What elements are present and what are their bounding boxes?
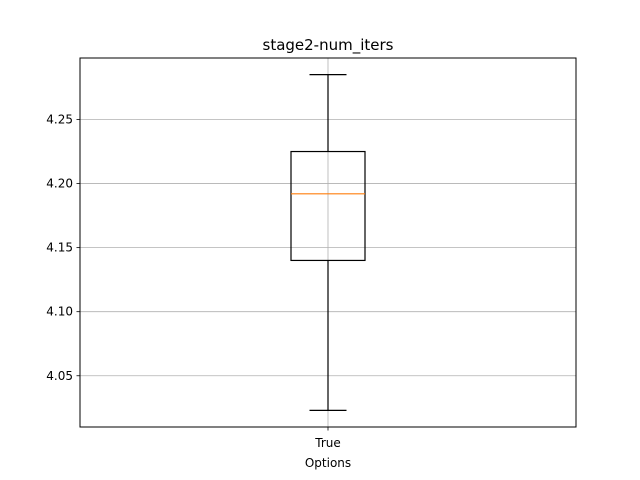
y-tick-label: 4.10 [46,305,73,319]
x-tick-label: True [314,436,341,450]
x-axis-ticks: True [314,427,341,450]
box-group [290,74,366,411]
chart-title: stage2-num_iters [263,36,394,55]
y-tick-label: 4.05 [46,369,73,383]
x-axis-label: Options [305,456,351,470]
y-axis-ticks: 4.05 4.10 4.15 4.20 4.25 [46,113,80,383]
y-tick-label: 4.20 [46,177,73,191]
y-tick-label: 4.15 [46,241,73,255]
y-tick-label: 4.25 [46,113,73,127]
iqr-box [290,150,366,262]
